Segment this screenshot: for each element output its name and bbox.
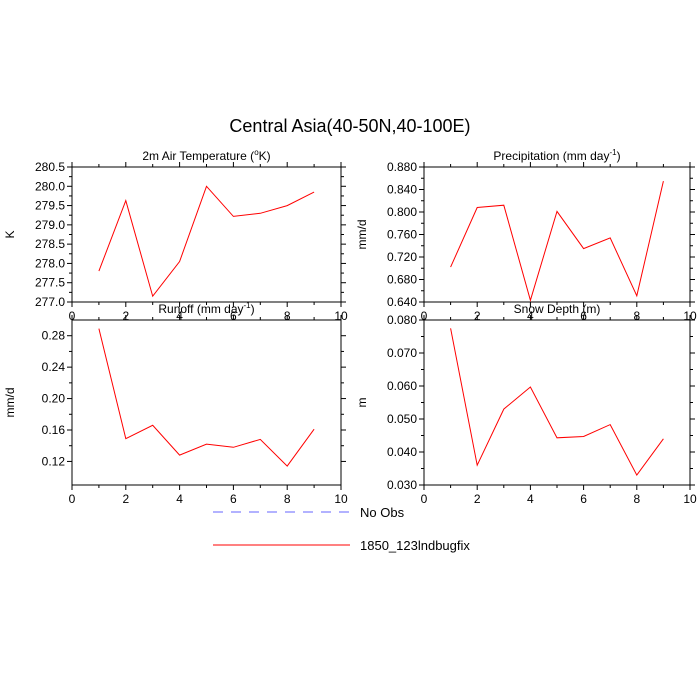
panel-title-text: 2m Air Temperature ( [142, 149, 254, 163]
x-tick-label-runoff: 8 [284, 492, 291, 506]
plot-frame-precipitation [423, 166, 691, 303]
y-tick-label-runoff: 0.12 [42, 454, 66, 468]
y-tick-label-temperature: 280.0 [35, 179, 65, 193]
y-tick-label-temperature: 278.5 [35, 237, 65, 251]
y-tick-label-runoff: 0.20 [42, 392, 66, 406]
y-tick-label-snow-depth: 0.060 [387, 379, 417, 393]
legend-label-no-obs: No Obs [360, 505, 405, 520]
y-tick-label-snow-depth: 0.070 [387, 346, 417, 360]
y-tick-label-runoff: 0.28 [42, 329, 66, 343]
panel-title-superscript: -1 [609, 148, 617, 157]
y-tick-label-precipitation: 0.880 [387, 160, 417, 174]
series-line-precipitation [450, 180, 664, 303]
x-tick-label-runoff: 4 [176, 492, 183, 506]
panel-title-text: Runoff (mm day [158, 302, 243, 316]
figure-title: Central Asia(40-50N,40-100E) [229, 116, 470, 136]
y-tick-label-precipitation: 0.760 [387, 228, 417, 242]
y-tick-label-temperature: 277.5 [35, 276, 65, 290]
x-tick-label-snow-depth: 8 [633, 492, 640, 506]
panel-precipitation: Precipitation (mm day-1)02468100.6400.68… [355, 148, 697, 323]
y-tick-label-temperature: 279.0 [35, 218, 65, 232]
y-tick-label-precipitation: 0.680 [387, 273, 417, 287]
legend-label-model: 1850_123lndbugfix [360, 538, 470, 553]
panel-title-precipitation: Precipitation (mm day-1) [493, 148, 620, 163]
panel-title-suffix: K) [259, 149, 271, 163]
panel-title-superscript: o [254, 148, 259, 157]
y-tick-label-temperature: 277.0 [35, 295, 65, 309]
y-tick-label-snow-depth: 0.050 [387, 412, 417, 426]
y-tick-label-precipitation: 0.800 [387, 205, 417, 219]
series-line-snow-depth [450, 328, 664, 477]
y-axis-label-runoff: mm/d [3, 388, 17, 418]
y-tick-label-precipitation: 0.640 [387, 295, 417, 309]
x-tick-label-runoff: 0 [69, 492, 76, 506]
y-tick-label-snow-depth: 0.080 [387, 313, 417, 327]
panel-title-runoff: Runoff (mm day-1) [158, 301, 254, 316]
y-tick-label-snow-depth: 0.040 [387, 445, 417, 459]
x-tick-label-snow-depth: 4 [527, 492, 534, 506]
y-tick-label-temperature: 278.0 [35, 256, 65, 270]
y-tick-label-snow-depth: 0.030 [387, 478, 417, 492]
x-tick-label-snow-depth: 2 [474, 492, 481, 506]
y-axis-label-snow-depth: m [355, 398, 369, 408]
panels: 2m Air Temperature (oK)0246810277.0277.5… [3, 148, 697, 506]
panel-title-temperature: 2m Air Temperature (oK) [142, 148, 270, 163]
y-tick-label-precipitation: 0.840 [387, 183, 417, 197]
panel-temperature: 2m Air Temperature (oK)0246810277.0277.5… [3, 148, 348, 323]
panel-title-suffix: ) [251, 302, 255, 316]
x-tick-label-snow-depth: 10 [683, 492, 697, 506]
y-axis-label-temperature: K [3, 230, 17, 238]
plot-frame-snow-depth [423, 319, 691, 486]
panel-title-text: Snow Depth (m) [514, 302, 601, 316]
panel-title-text: Precipitation (mm day [493, 149, 609, 163]
y-tick-label-runoff: 0.24 [42, 360, 66, 374]
y-tick-label-runoff: 0.16 [42, 423, 66, 437]
plot-frame-runoff [71, 319, 342, 486]
legend: No Obs 1850_123lndbugfix [213, 505, 470, 553]
series-line-temperature [98, 185, 315, 298]
x-tick-label-snow-depth: 6 [580, 492, 587, 506]
y-tick-label-precipitation: 0.720 [387, 250, 417, 264]
y-tick-label-temperature: 279.5 [35, 199, 65, 213]
y-axis-label-precipitation: mm/d [355, 220, 369, 250]
panel-title-snow-depth: Snow Depth (m) [514, 302, 601, 316]
x-tick-label-runoff: 10 [334, 492, 348, 506]
panel-title-superscript: -1 [244, 301, 252, 310]
panel-title-suffix: ) [617, 149, 621, 163]
x-tick-label-runoff: 6 [230, 492, 237, 506]
x-tick-label-snow-depth: 0 [421, 492, 428, 506]
panel-snow-depth: Snow Depth (m) 0 2 4 6 8 10 0.030 0.040 0.050 0.06… [355, 302, 697, 506]
x-tick-label-runoff: 2 [122, 492, 129, 506]
series-line-runoff [98, 328, 315, 467]
y-tick-label-temperature: 280.5 [35, 160, 65, 174]
panel-runoff: Runoff (mm day-1) 0 2 4 6 8 10 0.12 0.16 0.20 0.24… [3, 301, 348, 506]
